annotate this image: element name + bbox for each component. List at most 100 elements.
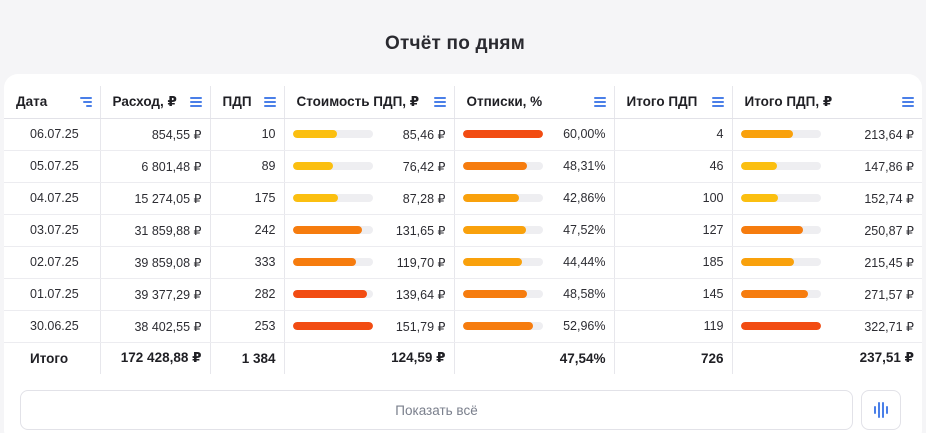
date-cell: 30.06.25 (4, 310, 101, 343)
totals-spend: 172 428,88 ₽ (100, 342, 211, 374)
pdp-cost-cell: 151,79 ₽ (284, 310, 455, 343)
total-pdp-cost-value: 322,71 ₽ (864, 319, 914, 334)
column-header-label: Отписки, % (466, 94, 543, 110)
unsubscribes-bar (462, 258, 522, 266)
pdp-cell: 10 (210, 118, 285, 151)
spend-cell: 854,55 ₽ (100, 118, 211, 151)
total-pdp-cost-cell: 322,71 ₽ (732, 310, 922, 343)
table-row: 04.07.25 15 274,05 ₽175 87,28 ₽ 42,86% 100 15… (4, 182, 922, 215)
unsubscribes-cell: 42,86% (454, 182, 615, 215)
unsubscribes-value: 48,58% (563, 287, 606, 301)
pdp-cost-cell: 139,64 ₽ (284, 278, 455, 311)
pdp-cost-bar (292, 322, 373, 330)
chart-toggle-button[interactable] (861, 390, 901, 430)
bar-chart-icon (873, 402, 889, 418)
total-pdp-cost-bar-track (740, 194, 821, 202)
menu-icon[interactable] (263, 96, 276, 107)
total-pdp-cost-bar (740, 290, 808, 298)
unsubscribes-value: 60,00% (563, 127, 606, 141)
unsubscribes-value: 42,86% (563, 191, 606, 205)
report-card: Дата Расход, ₽ ПДП Стоимость ПДП, ₽ Отпи… (4, 74, 922, 433)
total-pdp-cost-cell: 215,45 ₽ (732, 246, 922, 279)
column-header-spend[interactable]: Расход, ₽ (100, 86, 211, 119)
menu-icon[interactable] (189, 96, 202, 107)
total-pdp-cell: 119 (614, 310, 733, 343)
show-all-button[interactable]: Показать всё (20, 390, 853, 430)
pdp-cost-value: 76,42 ₽ (402, 159, 446, 174)
total-pdp-cost-bar (740, 258, 795, 266)
table-row: 03.07.25 31 859,88 ₽242 131,65 ₽ 47,52% 127 2… (4, 214, 922, 247)
menu-icon[interactable] (433, 96, 446, 107)
date-cell: 05.07.25 (4, 150, 101, 183)
total-pdp-cell: 127 (614, 214, 733, 247)
total-pdp-cost-bar-track (740, 322, 821, 330)
pdp-cost-bar-track (292, 162, 373, 170)
unsubscribes-cell: 44,44% (454, 246, 615, 279)
spend-cell: 15 274,05 ₽ (100, 182, 211, 215)
unsubscribes-bar (462, 290, 528, 298)
spend-cell: 39 377,29 ₽ (100, 278, 211, 311)
column-header-total-pdp-cost[interactable]: Итого ПДП, ₽ (732, 86, 922, 119)
column-header-total-pdp[interactable]: Итого ПДП (614, 86, 733, 119)
column-header-date[interactable]: Дата (4, 86, 101, 119)
unsubscribes-value: 52,96% (563, 319, 606, 333)
column-header-label: Итого ПДП (626, 94, 698, 110)
pdp-cell: 282 (210, 278, 285, 311)
pdp-cell: 242 (210, 214, 285, 247)
total-pdp-cost-bar-track (740, 258, 821, 266)
menu-icon[interactable] (902, 96, 914, 107)
unsubscribes-bar-track (462, 258, 543, 266)
unsubscribes-bar (462, 226, 526, 234)
total-pdp-cost-bar (740, 194, 779, 202)
unsubscribes-bar (462, 162, 528, 170)
totals-total-pdp: 726 (614, 342, 733, 374)
unsubscribes-cell: 48,31% (454, 150, 615, 183)
date-cell: 02.07.25 (4, 246, 101, 279)
unsubscribes-bar-track (462, 290, 543, 298)
table-row: 30.06.25 38 402,55 ₽253 151,79 ₽ 52,96% 119 3… (4, 310, 922, 343)
unsubscribes-bar-track (462, 194, 543, 202)
sort-icon[interactable] (79, 96, 92, 107)
total-pdp-cell: 185 (614, 246, 733, 279)
total-pdp-cost-cell: 152,74 ₽ (732, 182, 922, 215)
column-header-label: Дата (16, 94, 48, 110)
menu-icon[interactable] (711, 96, 724, 107)
pdp-cell: 253 (210, 310, 285, 343)
page-title: Отчёт по дням (385, 33, 525, 54)
daily-report-table: Дата Расход, ₽ ПДП Стоимость ПДП, ₽ Отпи… (4, 86, 922, 374)
total-pdp-cost-value: 147,86 ₽ (864, 159, 914, 174)
total-pdp-cost-bar-track (740, 162, 821, 170)
column-header-pdp-cost[interactable]: Стоимость ПДП, ₽ (284, 86, 455, 119)
table-row: 02.07.25 39 859,08 ₽333 119,70 ₽ 44,44% 185 2… (4, 246, 922, 279)
total-pdp-cell: 145 (614, 278, 733, 311)
unsubscribes-bar-track (462, 162, 543, 170)
table-row: 01.07.25 39 377,29 ₽282 139,64 ₽ 48,58% 145 2… (4, 278, 922, 311)
column-header-label: Стоимость ПДП, ₽ (296, 93, 420, 109)
pdp-cost-value: 119,70 ₽ (396, 255, 446, 270)
pdp-cost-cell: 76,42 ₽ (284, 150, 455, 183)
total-pdp-cost-bar (740, 162, 778, 170)
pdp-cost-bar (292, 226, 363, 234)
total-pdp-cell: 46 (614, 150, 733, 183)
table-row: 05.07.25 6 801,48 ₽89 76,42 ₽ 48,31% 46 147,8… (4, 150, 922, 183)
column-header-label: Итого ПДП, ₽ (744, 93, 833, 109)
pdp-cost-bar-track (292, 226, 373, 234)
column-header-pdp[interactable]: ПДП (210, 86, 285, 119)
total-pdp-cost-cell: 250,87 ₽ (732, 214, 922, 247)
pdp-cell: 89 (210, 150, 285, 183)
totals-total-pdp-cost: 237,51 ₽ (859, 350, 914, 366)
pdp-cost-bar-track (292, 258, 373, 266)
pdp-cost-bar (292, 162, 333, 170)
menu-icon[interactable] (593, 96, 606, 107)
column-header-unsubscribes[interactable]: Отписки, % (454, 86, 615, 119)
pdp-cost-value: 139,64 ₽ (395, 287, 446, 302)
unsubscribes-cell: 48,58% (454, 278, 615, 311)
pdp-cost-cell: 87,28 ₽ (284, 182, 455, 215)
totals-unsubscribes: 47,54% (454, 342, 615, 374)
total-pdp-cost-bar (740, 130, 794, 138)
total-pdp-cost-cell: 213,64 ₽ (732, 118, 922, 151)
unsubscribes-value: 48,31% (563, 159, 606, 173)
date-cell: 01.07.25 (4, 278, 101, 311)
unsubscribes-bar-track (462, 322, 543, 330)
pdp-cost-bar-track (292, 130, 373, 138)
